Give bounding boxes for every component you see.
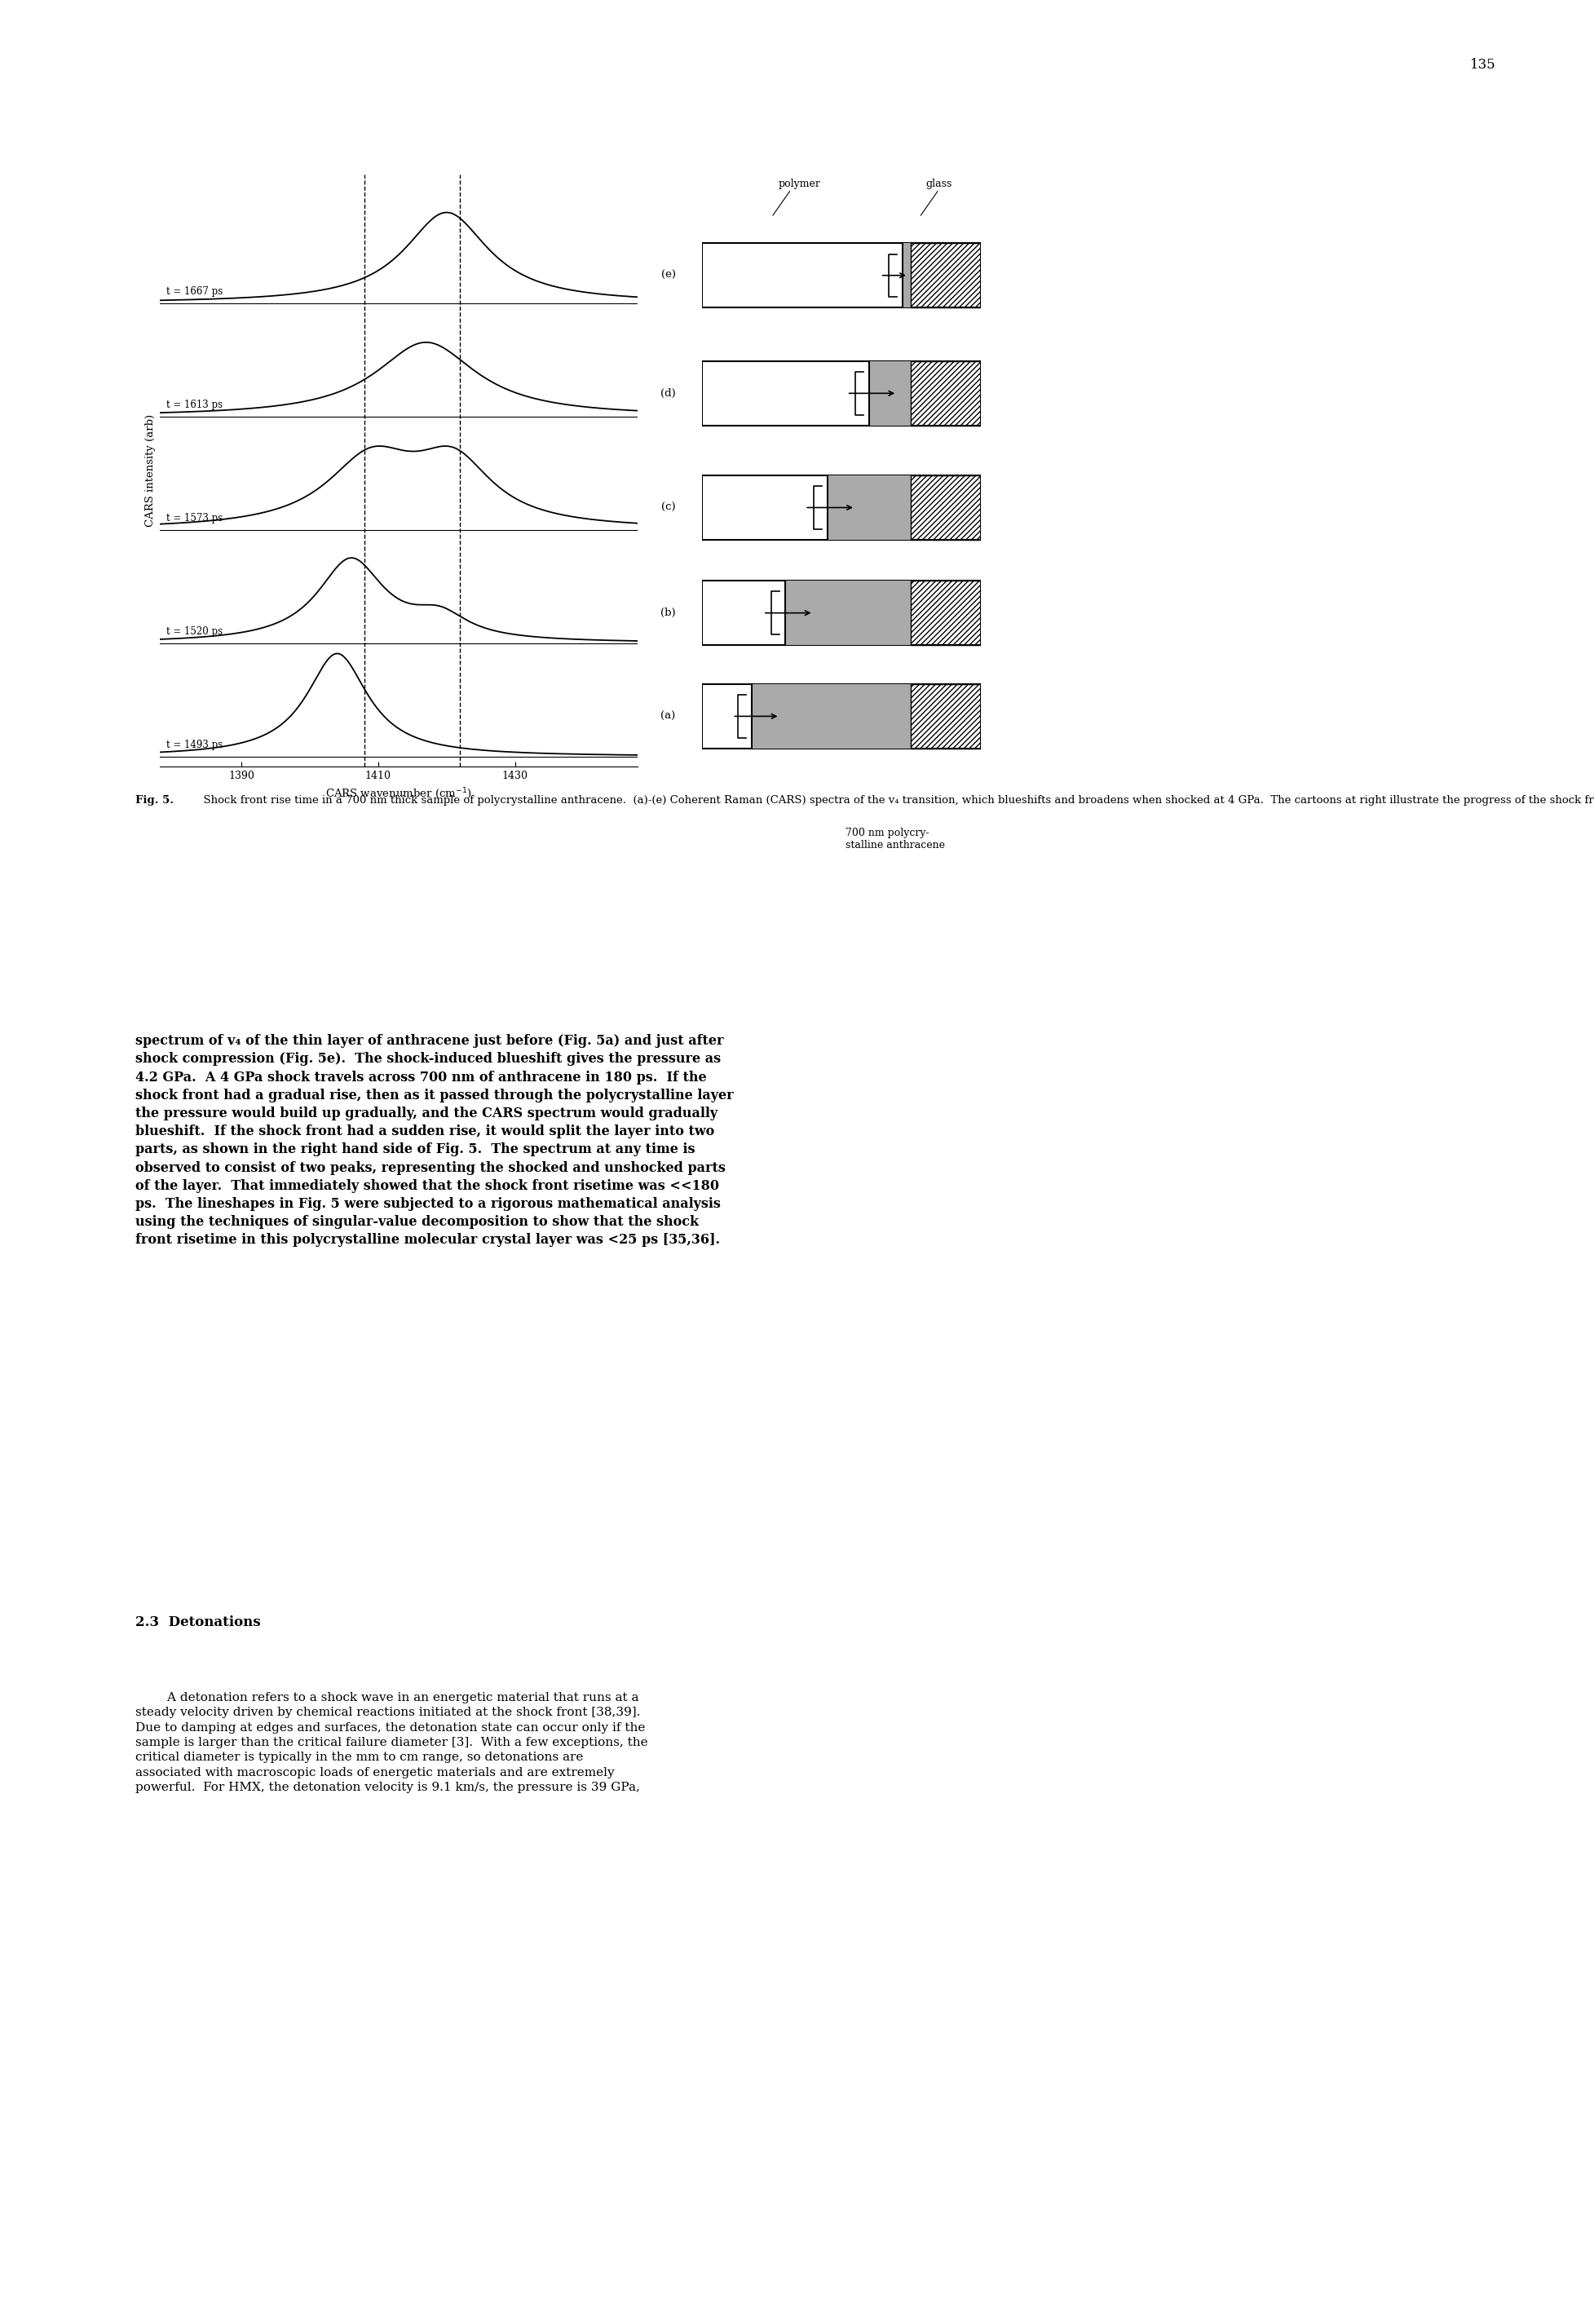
Bar (910, 360, 980, 425)
Text: Shock front rise time in a 700 nm thick sample of polycrystalline anthracene.  (: Shock front rise time in a 700 nm thick … (196, 795, 1594, 806)
Bar (701, 581, 980, 646)
Bar (784, 581, 910, 646)
Text: t = 1493 ps: t = 1493 ps (166, 739, 223, 751)
Bar (910, 683, 980, 748)
Bar (701, 360, 980, 425)
Bar (910, 244, 980, 307)
Text: t = 1613 ps: t = 1613 ps (166, 400, 223, 411)
Text: t = 1520 ps: t = 1520 ps (166, 627, 223, 637)
Bar (752, 683, 910, 748)
Text: polymer: polymer (778, 179, 821, 191)
Bar (910, 360, 980, 425)
Bar (701, 683, 980, 748)
Text: 2.3  Detonations: 2.3 Detonations (135, 1615, 261, 1629)
Text: t = 1667 ps: t = 1667 ps (166, 286, 223, 297)
Y-axis label: CARS intensity (arb): CARS intensity (arb) (145, 414, 156, 528)
Bar (910, 476, 980, 539)
Text: A detonation refers to a shock wave in an energetic material that runs at a
stea: A detonation refers to a shock wave in a… (135, 1692, 647, 1794)
Bar (910, 683, 980, 748)
Bar (902, 244, 910, 307)
Text: (e): (e) (660, 270, 676, 281)
Bar (827, 476, 910, 539)
Bar (910, 581, 980, 646)
Text: 135: 135 (1470, 58, 1495, 72)
Bar (701, 476, 980, 539)
Text: (a): (a) (660, 711, 676, 720)
X-axis label: CARS wavenumber (cm$^{-1}$): CARS wavenumber (cm$^{-1}$) (325, 786, 472, 799)
Bar (869, 360, 910, 425)
Text: (c): (c) (660, 502, 676, 514)
Bar (910, 476, 980, 539)
Text: 700 nm polycry-
stalline anthracene: 700 nm polycry- stalline anthracene (845, 827, 944, 851)
Text: (d): (d) (660, 388, 676, 400)
Text: spectrum of v₄ of the thin layer of anthracene just before (Fig. 5a) and just af: spectrum of v₄ of the thin layer of anth… (135, 1034, 733, 1248)
Bar (910, 244, 980, 307)
Bar (701, 244, 980, 307)
Text: (b): (b) (660, 607, 676, 618)
Text: t = 1573 ps: t = 1573 ps (166, 514, 223, 523)
Text: Fig. 5.: Fig. 5. (135, 795, 174, 806)
Bar (910, 581, 980, 646)
Text: glass: glass (925, 179, 952, 191)
